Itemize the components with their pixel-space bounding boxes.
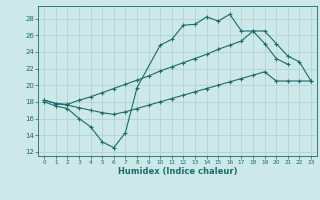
X-axis label: Humidex (Indice chaleur): Humidex (Indice chaleur)	[118, 167, 237, 176]
